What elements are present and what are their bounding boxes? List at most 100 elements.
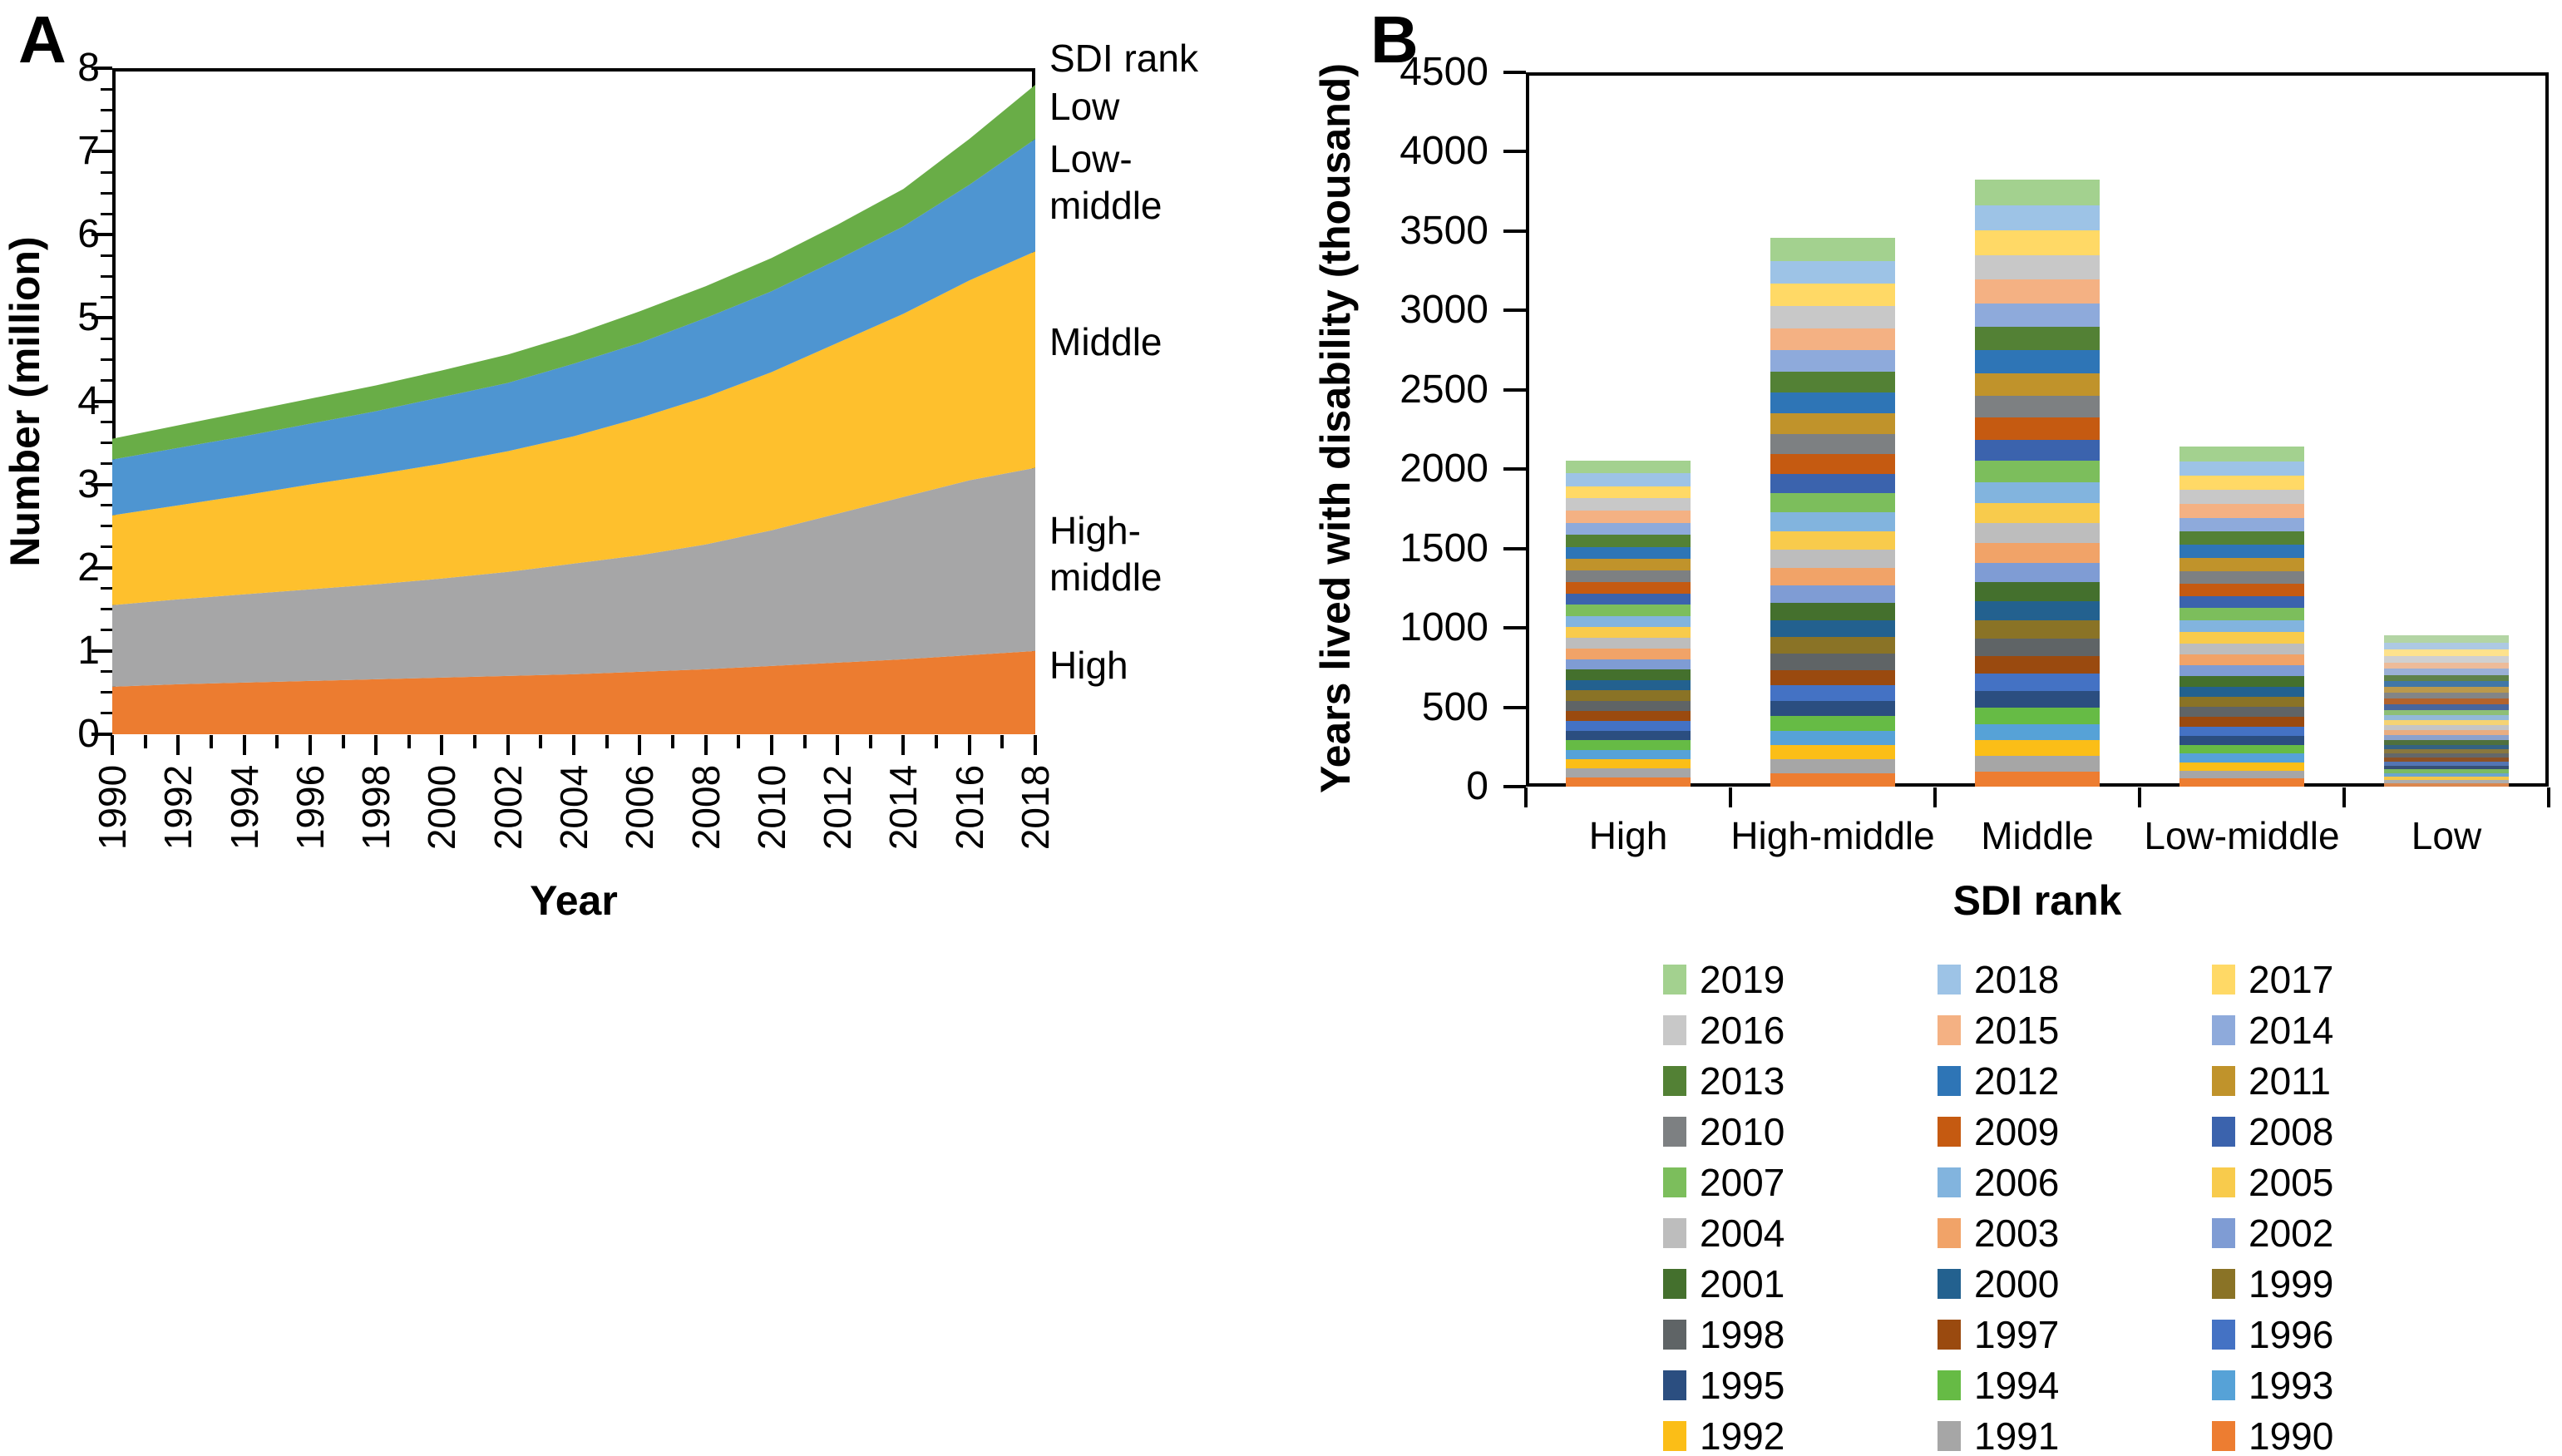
legend-label: 1996 [2249,1312,2334,1356]
area-band-low [112,85,1035,460]
bar-segment-1992 [2179,762,2304,771]
legend-swatch-2015 [1938,1014,1961,1045]
legend-item-2006: 2006 [1938,1157,2212,1207]
legend-label: 2017 [2249,957,2334,1001]
legend-item-1997: 1997 [1938,1309,2212,1360]
bar-segment-2003 [2179,654,2304,666]
bar-segment-2002 [1566,659,1691,670]
panel-a-y-minor-tick [101,212,112,215]
legend-swatch-2013 [1663,1065,1686,1096]
panel-a-series-label-low-middle: Low-middle [1049,137,1163,227]
bar-segment-2007 [2179,608,2304,620]
panel-a-y-tick-label: 3 [77,461,100,506]
legend-swatch-1995 [1663,1370,1686,1400]
panel-a-x-minor-tick [143,735,147,748]
bar-segment-2002 [1975,563,2100,583]
legend-item-2001: 2001 [1663,1258,1938,1309]
bar-segment-1992 [1566,758,1691,769]
bar-segment-2007 [1770,493,1895,513]
panel-b-y-major-tick [1503,229,1526,233]
legend-label: 2004 [1700,1211,1785,1255]
panel-b-x-tick-label: High-middle [1730,814,1935,857]
panel-a-x-tick-label: 2002 [486,764,530,851]
legend-swatch-2006 [1938,1167,1961,1197]
bar-segment-2017 [1770,284,1895,307]
area-band-high [112,650,1035,734]
panel-a-x-minor-tick [341,735,345,748]
legend-item-2004: 2004 [1663,1207,1938,1258]
legend-swatch-2003 [1938,1217,1961,1248]
panel-b-x-tick [2547,787,2550,807]
bar-segment-1998 [2384,753,2509,758]
bar-segment-2014 [2179,517,2304,532]
panel-a-y-tick-label: 0 [77,712,100,756]
panel-a-x-tick-label: 2010 [749,764,793,851]
bar-segment-1992 [2384,777,2509,781]
legend-item-2016: 2016 [1663,1004,1938,1055]
bar-segment-2005 [1975,502,2100,524]
panel-b-y-tick-label: 3500 [1399,208,1488,253]
bar-segment-2018 [2384,642,2509,649]
bar-segment-1990 [2179,778,2304,787]
legend-item-1996: 1996 [2212,1309,2486,1360]
legend-label: 2009 [1974,1109,2060,1153]
panel-a-x-major-tick [836,735,840,755]
panel-a-y-minor-tick [101,421,112,424]
panel-a-y-major-tick [91,649,112,653]
panel-b-y-major-tick [1503,308,1526,313]
bar-segment-1994 [2179,744,2304,754]
panel-a-y-minor-tick [101,295,112,299]
legend-item-2017: 2017 [2212,954,2486,1004]
panel-a-x-tick-label: 2004 [552,764,595,851]
bar-segment-1994 [1770,716,1895,731]
panel-b-y-major-tick [1503,387,1526,392]
panel-b-x-tick [1524,787,1528,807]
legend-label: 2006 [1974,1160,2060,1204]
panel-a-x-minor-tick [737,735,741,748]
panel-a-x-minor-tick [935,735,939,748]
panel-b-x-axis-title: SDI rank [1952,877,2122,924]
bar-segment-2012 [2384,681,2509,688]
legend-swatch-2019 [1663,964,1686,995]
panel-a-y-minor-tick [101,670,112,674]
legend-item-2000: 2000 [1938,1258,2212,1309]
legend-label: 1994 [1974,1363,2060,1407]
panel-a-y-major-tick [91,150,112,154]
panel-a-series-labels-title: SDI rank [1049,37,1198,80]
panel-b-y-major-tick [1503,626,1526,630]
panel-a-x-major-tick [440,735,444,755]
bar-segment-1996 [1975,674,2100,691]
bar-segment-2009 [2384,698,2509,704]
legend-swatch-1990 [2212,1420,2235,1451]
panel-a-x-tick-label: 1992 [156,764,200,851]
legend-swatch-1997 [1938,1319,1961,1350]
bar-segment-2001 [1770,603,1895,621]
bar-segment-2012 [1975,350,2100,373]
bar-segment-2009 [1975,417,2100,440]
legend-item-1992: 1992 [1663,1410,1938,1456]
legend-label: 2008 [2249,1109,2334,1153]
panel-a-y-tick-label: 4 [77,378,100,423]
bar-segment-2001 [2384,740,2509,745]
bar-segment-2008 [1566,593,1691,605]
legend-item-2019: 2019 [1663,954,1938,1004]
bar-segment-2004 [2384,725,2509,731]
bar-segment-2015 [2179,504,2304,518]
panel-b-x-tick-label: High [1588,814,1668,857]
stacked-bar-low-middle [2179,446,2304,787]
bar-segment-1997 [1975,656,2100,674]
panel-a-y-major-tick [91,233,112,237]
panel-a-x-minor-tick [407,735,411,748]
legend-swatch-1994 [1938,1370,1961,1400]
bar-segment-2016 [1975,254,2100,279]
legend-label: 2018 [1974,957,2060,1001]
panel-a-x-major-tick [242,735,246,755]
bar-segment-2010 [2384,693,2509,699]
bar-segment-2003 [1770,568,1895,586]
legend-swatch-2014 [2212,1014,2235,1045]
bar-segment-1998 [1770,654,1895,670]
bar-segment-1991 [2384,780,2509,784]
legend-swatch-1992 [1663,1420,1686,1451]
legend-swatch-2018 [1938,964,1961,995]
panel-b-y-axis-title: Years lived with disability (thousand) [1312,63,1359,793]
